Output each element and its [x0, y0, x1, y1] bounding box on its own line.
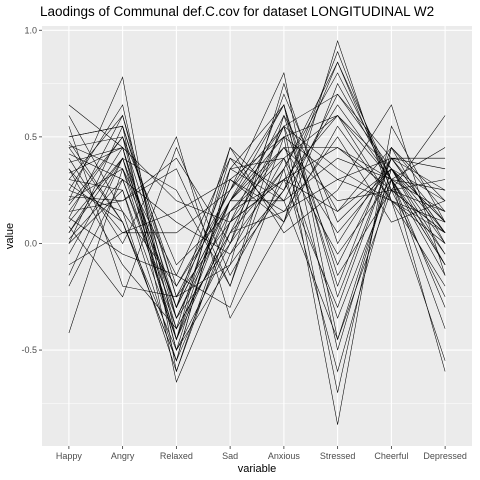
major-gridlines [42, 26, 472, 446]
y-tick-label: 0.0 [24, 238, 37, 248]
y-tick-label: 0.5 [24, 132, 37, 142]
x-axis-ticks: Happy Angry Relaxed Sad Anxious Stressed Cheer… [56, 446, 467, 461]
x-axis-title: variable [238, 463, 277, 475]
x-tick-label-stressed: Stressed [320, 451, 356, 461]
series-line-18 [68, 104, 446, 298]
x-tick-label-anxious: Anxious [268, 451, 301, 461]
y-axis-ticks: -0.5 0.0 0.5 1.0 [21, 25, 42, 355]
series-lines [68, 39, 446, 425]
series-line-37 [68, 136, 446, 276]
x-tick-label-sad: Sad [222, 451, 238, 461]
series-line-5 [68, 104, 446, 351]
series-line-10 [68, 72, 446, 341]
plot-panel [42, 26, 472, 446]
series-line-39 [68, 115, 446, 234]
series-line-30 [68, 153, 446, 319]
series-line-17 [68, 104, 446, 341]
series-line-20 [68, 136, 446, 351]
series-line-35 [68, 157, 446, 330]
y-tick-label: -0.5 [21, 345, 37, 355]
series-line-33 [68, 157, 446, 373]
y-axis-title: value [4, 223, 16, 249]
series-line-36 [68, 104, 446, 362]
x-tick-label-happy: Happy [56, 451, 83, 461]
series-line-24 [68, 115, 446, 298]
y-tick-label: 1.0 [24, 25, 37, 35]
series-line-38 [68, 145, 446, 341]
x-tick-label-depressed: Depressed [423, 451, 467, 461]
chart-title: Laodings of Communal def.C.cov for datas… [40, 4, 434, 19]
x-tick-label-relaxed: Relaxed [160, 451, 193, 461]
series-line-40 [68, 146, 446, 341]
x-tick-label-angry: Angry [111, 451, 135, 461]
x-tick-label-cheerful: Cheerful [374, 451, 408, 461]
